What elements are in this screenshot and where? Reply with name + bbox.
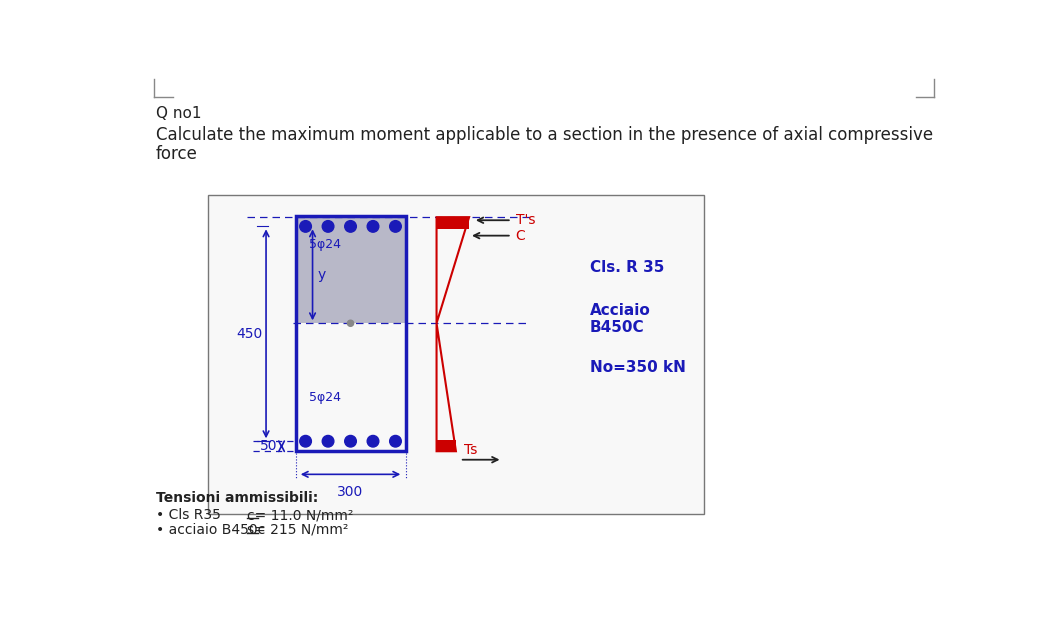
Bar [436,217,469,230]
Circle shape [299,435,311,447]
Circle shape [345,221,357,232]
Text: C: C [515,228,526,243]
Circle shape [347,320,354,326]
Circle shape [322,221,333,232]
Text: 300: 300 [338,485,363,499]
Text: 5φ24: 5φ24 [309,391,342,404]
Bar [295,216,406,323]
Bar [295,216,406,451]
Circle shape [390,435,401,447]
Text: No=350 kN: No=350 kN [590,360,686,376]
Text: Acciaio: Acciaio [590,303,651,318]
Text: Tensioni ammissibili:: Tensioni ammissibili: [156,491,319,505]
Text: B450C: B450C [590,320,645,335]
Text: Calculate the maximum moment applicable to a section in the presence of axial co: Calculate the maximum moment applicable … [156,126,933,143]
Text: 450: 450 [236,327,262,341]
Text: • Cls R35: • Cls R35 [156,508,221,522]
Text: force: force [156,145,198,163]
Text: Cls. R 35: Cls. R 35 [590,260,665,276]
Circle shape [299,221,311,232]
Circle shape [367,435,379,447]
Circle shape [345,435,357,447]
Text: • acciaio B450c: • acciaio B450c [156,523,266,537]
Text: 50: 50 [260,439,277,454]
Text: Q no1: Q no1 [156,106,202,121]
Bar [436,440,456,451]
Text: Ts: Ts [464,443,477,457]
Circle shape [322,435,333,447]
Text: s= 215 N/mm²: s= 215 N/mm² [247,523,348,537]
Text: 5φ24: 5φ24 [309,238,342,251]
Text: T's: T's [515,213,535,227]
Text: y: y [318,268,325,282]
Circle shape [390,221,401,232]
Text: c= 11.0 N/mm²: c= 11.0 N/mm² [247,508,354,522]
Bar [208,195,704,515]
Circle shape [367,221,379,232]
